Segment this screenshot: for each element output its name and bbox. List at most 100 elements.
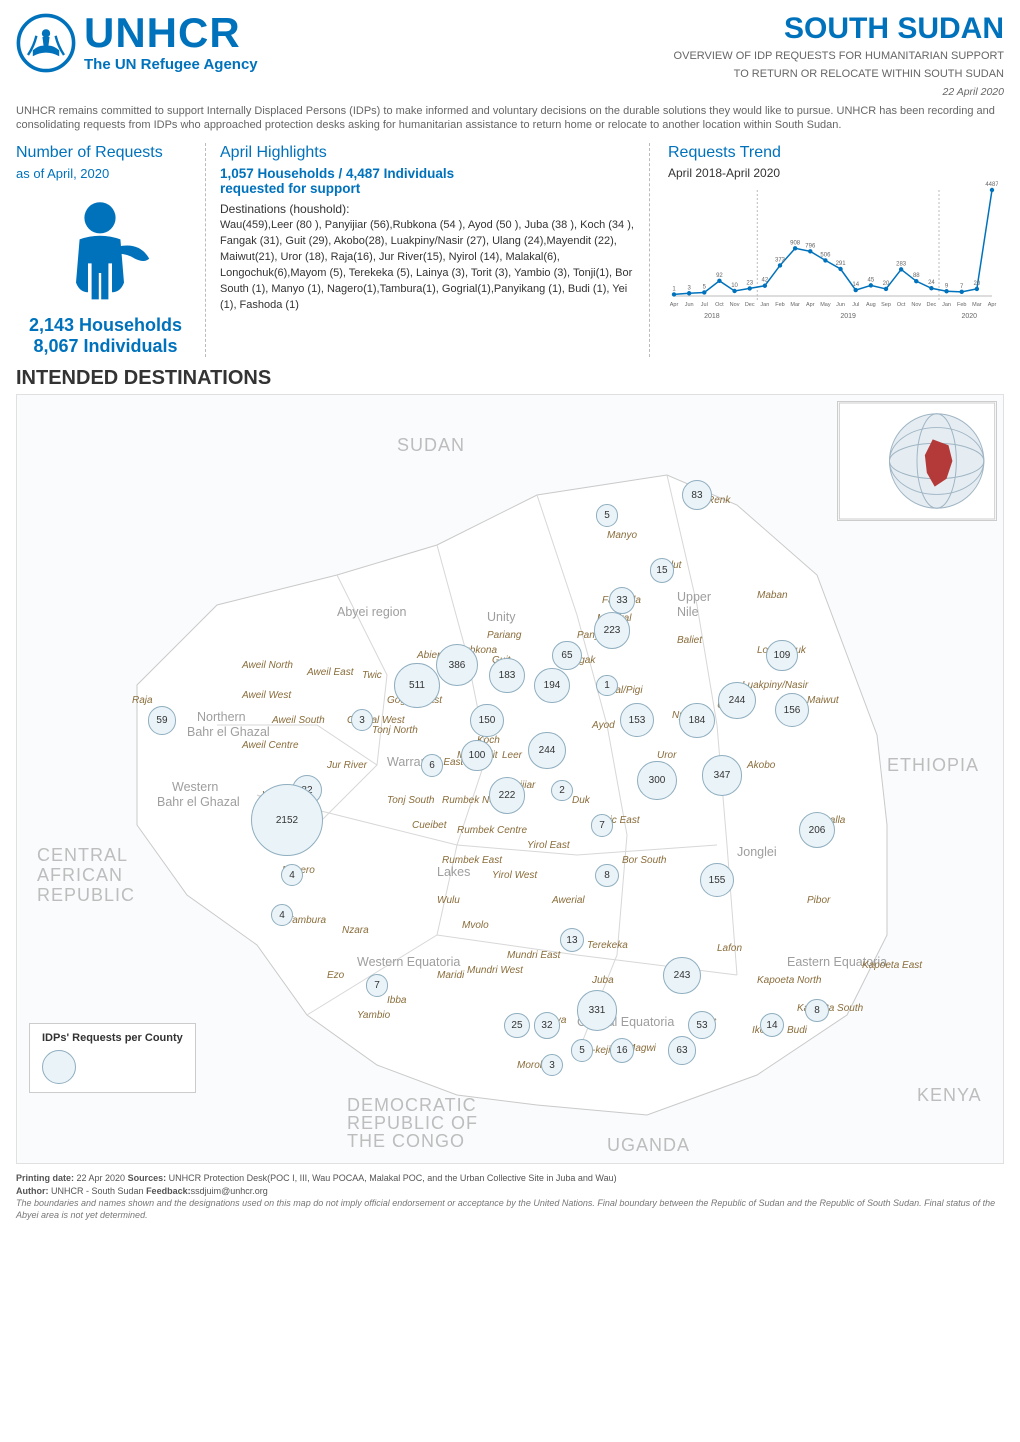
map-title: INTENDED DESTINATIONS [16, 367, 1004, 390]
country-label: SUDAN [397, 435, 465, 456]
svg-text:2020: 2020 [961, 313, 977, 320]
svg-text:4487: 4487 [985, 182, 998, 188]
col-highlights: April Highlights 1,057 Households / 4,48… [220, 143, 650, 357]
svg-text:Nov: Nov [730, 302, 740, 308]
footer-printdate-label: Printing date: [16, 1173, 77, 1183]
svg-text:Dec: Dec [745, 302, 755, 308]
legend-circle-icon [42, 1050, 76, 1084]
county-label: Cueibet [412, 820, 446, 831]
county-label: Yirol West [492, 870, 537, 881]
map-bubble: 184 [679, 703, 714, 738]
footer-feedback-value: ssdjuim@unhcr.org [191, 1186, 268, 1196]
country-label: KENYA [917, 1085, 982, 1106]
svg-text:10: 10 [731, 283, 738, 289]
state-label: Northern [197, 710, 246, 724]
map-bubble: 223 [594, 612, 631, 649]
county-label: Leer [502, 750, 522, 761]
svg-text:20: 20 [974, 281, 981, 287]
map-bubble: 8 [595, 864, 618, 887]
col-trend: Requests Trend April 2018-April 2020 135… [664, 143, 1004, 357]
county-label: Uror [657, 750, 676, 761]
highlights-sub-2: requested for support [220, 181, 639, 196]
svg-text:1: 1 [672, 287, 676, 293]
county-label: Lafon [717, 943, 742, 954]
svg-text:Oct: Oct [897, 302, 906, 308]
state-label: Lakes [437, 865, 470, 879]
country-label: ETHIOPIA [887, 755, 979, 776]
county-label: Bor South [622, 855, 666, 866]
map-bubble: 183 [489, 658, 524, 693]
footer-disclaimer: The boundaries and names shown and the d… [16, 1197, 1004, 1221]
county-label: Mundri East [507, 950, 560, 961]
svg-text:7: 7 [960, 284, 964, 290]
county-label: Nzara [342, 925, 369, 936]
svg-text:Mar: Mar [790, 302, 800, 308]
footer-author-value: UNHCR - South Sudan [51, 1186, 144, 1196]
svg-text:24: 24 [928, 281, 935, 287]
state-label: Western [172, 780, 218, 794]
county-label: Terekeka [587, 940, 628, 951]
svg-text:Mar: Mar [972, 302, 982, 308]
svg-text:2019: 2019 [840, 313, 856, 320]
country-label: AFRICAN [37, 865, 123, 886]
map-bubble: 5 [596, 504, 619, 527]
page-subtitle-1: OVERVIEW OF IDP REQUESTS FOR HUMANITARIA… [674, 50, 1004, 64]
county-label: Wulu [437, 895, 460, 906]
county-label: Ezo [327, 970, 344, 981]
destinations-body: Wau(459),Leer (80 ), Panyijiar (56),Rubk… [220, 218, 639, 314]
county-label: Rumbek Centre [457, 825, 527, 836]
county-label: Rumbek East [442, 855, 502, 866]
county-label: Akobo [747, 760, 775, 771]
map-bubble: 153 [620, 703, 654, 737]
highlights-sub-1: 1,057 Households / 4,487 Individuals [220, 166, 639, 181]
svg-text:Nov: Nov [911, 302, 921, 308]
svg-text:42: 42 [762, 278, 769, 284]
map-bubble: 63 [668, 1036, 697, 1065]
svg-text:9: 9 [945, 284, 949, 290]
map-bubble: 300 [637, 761, 676, 800]
county-label: Pariang [487, 630, 521, 641]
svg-text:Jan: Jan [760, 302, 769, 308]
county-label: Aweil East [307, 667, 354, 678]
svg-text:92: 92 [716, 273, 723, 279]
map-bubble: 100 [461, 740, 492, 771]
county-label: Kapoeta East [862, 960, 922, 971]
svg-text:May: May [820, 302, 831, 308]
header: UNHCR The UN Refugee Agency SOUTH SUDAN … [16, 12, 1004, 98]
logo-text: UNHCR The UN Refugee Agency [84, 12, 258, 73]
county-label: Juba [592, 975, 614, 986]
map-bubble: 8 [805, 999, 828, 1022]
county-label: Aweil West [242, 690, 291, 701]
county-label: Ayod [592, 720, 615, 731]
svg-text:Feb: Feb [775, 302, 784, 308]
legend-title: IDPs' Requests per County [42, 1032, 183, 1044]
page-subtitle-2: TO RETURN OR RELOCATE WITHIN SOUTH SUDAN [674, 68, 1004, 82]
map-bubble: 150 [470, 704, 504, 738]
state-label: Unity [487, 610, 515, 624]
map-bubble: 194 [534, 668, 570, 704]
footer-author-label: Author: [16, 1186, 51, 1196]
svg-text:5: 5 [703, 285, 707, 291]
summary-row: Number of Requests as of April, 2020 2,1… [16, 143, 1004, 357]
map-bubble: 6 [421, 754, 444, 777]
globe-inset [837, 401, 997, 521]
svg-text:2018: 2018 [704, 313, 720, 320]
county-label: Awerial [552, 895, 585, 906]
county-label: Budi [787, 1025, 807, 1036]
map-bubble: 25 [504, 1013, 530, 1039]
county-label: Aweil Centre [242, 740, 299, 751]
footer-line-1: Printing date: 22 Apr 2020 Sources: UNHC… [16, 1172, 1004, 1184]
logo-tagline: The UN Refugee Agency [84, 56, 258, 73]
state-label: Bahr el Ghazal [187, 725, 270, 739]
map-bubble: 109 [766, 640, 798, 672]
svg-text:Apr: Apr [988, 302, 997, 308]
svg-text:45: 45 [868, 278, 875, 284]
county-label: Aweil South [272, 715, 325, 726]
county-label: Jur River [327, 760, 367, 771]
map-bubble: 7 [591, 814, 614, 837]
state-label: Upper [677, 590, 711, 604]
county-label: Tonj South [387, 795, 434, 806]
svg-text:908: 908 [790, 241, 801, 247]
svg-text:88: 88 [913, 274, 920, 280]
county-label: Yirol East [527, 840, 570, 851]
